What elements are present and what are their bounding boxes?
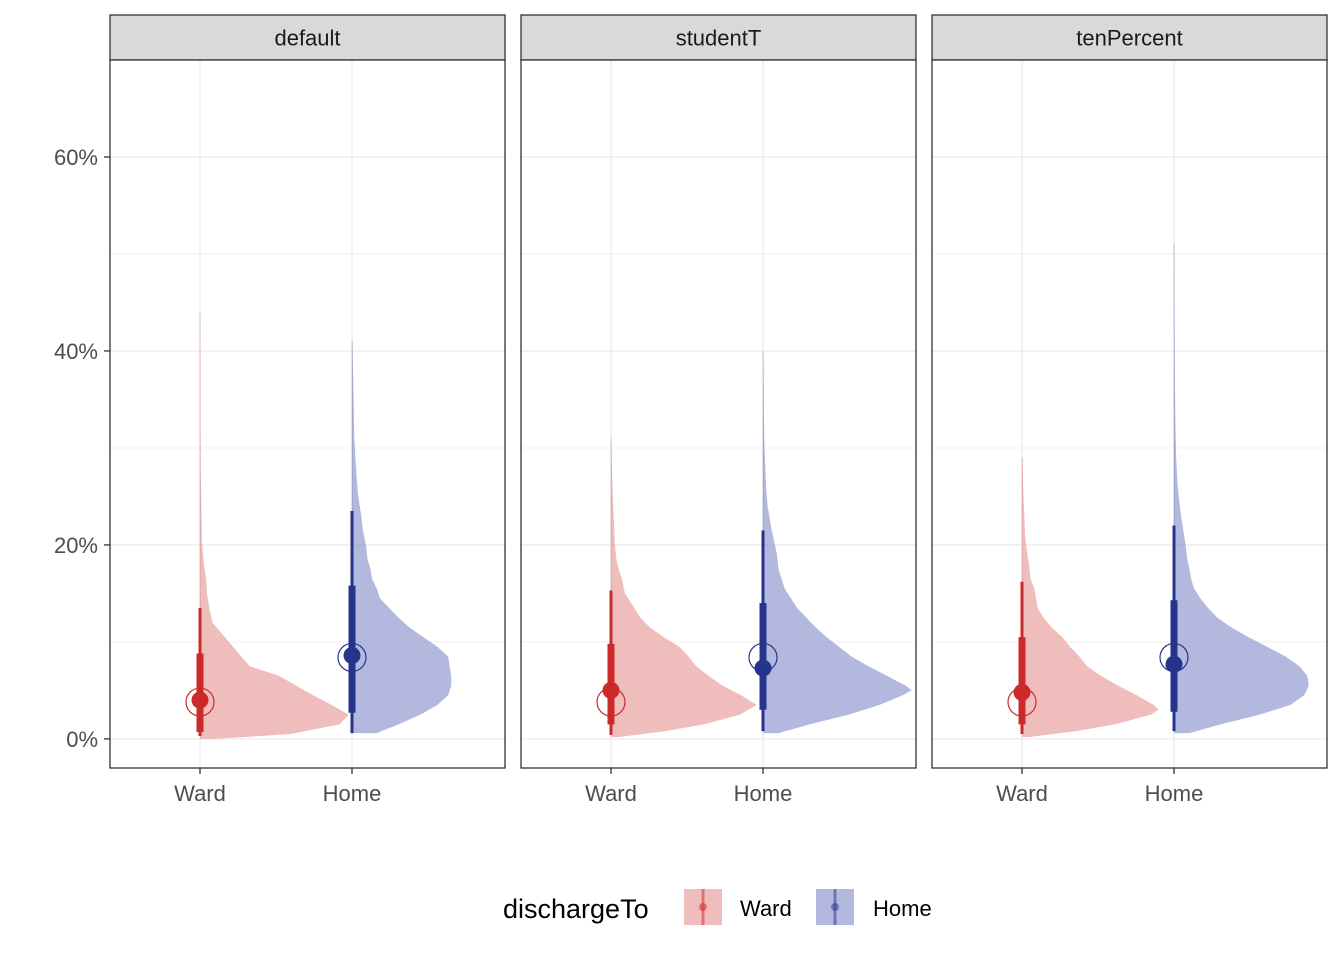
strip-background bbox=[931, 14, 1328, 61]
x-tick-label: Ward bbox=[174, 781, 226, 806]
median-point bbox=[602, 681, 620, 699]
median-point bbox=[343, 646, 361, 664]
series-ward bbox=[185, 312, 349, 739]
median-point bbox=[191, 691, 209, 709]
panel-studentT: studentT Ward Home bbox=[520, 14, 917, 806]
legend-title: dischargeTo bbox=[503, 894, 649, 924]
legend: dischargeTo Ward Home bbox=[503, 889, 932, 925]
density-ward bbox=[1022, 457, 1159, 737]
panel-border bbox=[520, 59, 917, 769]
y-tick-label: 0% bbox=[66, 727, 98, 752]
panel-default: default Ward Home bbox=[109, 14, 506, 806]
x-tick-label: Home bbox=[734, 781, 793, 806]
density-ward bbox=[611, 438, 757, 737]
observed-marker bbox=[1007, 687, 1037, 717]
y-tick-label: 60% bbox=[54, 145, 98, 170]
panel-background bbox=[521, 60, 916, 768]
series-ward bbox=[1007, 457, 1159, 737]
strip-background bbox=[109, 14, 506, 61]
median-point bbox=[1013, 683, 1031, 701]
density-home bbox=[763, 350, 912, 734]
panel-tenPercent: tenPercent Ward Home bbox=[931, 14, 1328, 806]
observed-marker bbox=[596, 687, 626, 717]
x-axis: Ward Home bbox=[996, 768, 1203, 806]
x-tick-label: Home bbox=[1145, 781, 1204, 806]
observed-marker bbox=[1159, 642, 1189, 673]
series-home bbox=[1159, 244, 1309, 734]
density-ward bbox=[200, 312, 349, 739]
strip-label: default bbox=[274, 26, 340, 51]
x-tick-label: Ward bbox=[996, 781, 1048, 806]
legend-entry-ward: Ward bbox=[684, 889, 792, 925]
x-axis: Ward Home bbox=[174, 768, 381, 806]
panel-border bbox=[931, 59, 1328, 769]
density-home bbox=[352, 341, 452, 734]
density-home bbox=[1174, 244, 1309, 734]
series-home bbox=[748, 350, 912, 734]
strip-label: tenPercent bbox=[1076, 26, 1182, 51]
y-tick-label: 20% bbox=[54, 533, 98, 558]
observed-marker bbox=[337, 642, 367, 673]
series-home bbox=[337, 341, 452, 734]
x-tick-label: Ward bbox=[585, 781, 637, 806]
series-ward bbox=[596, 438, 757, 737]
median-point bbox=[1165, 655, 1183, 673]
legend-key-point bbox=[699, 903, 707, 911]
observed-marker bbox=[748, 642, 778, 673]
panel-border bbox=[109, 59, 506, 769]
legend-entry-home: Home bbox=[816, 889, 932, 925]
x-tick-label: Home bbox=[323, 781, 382, 806]
legend-label: Ward bbox=[740, 896, 792, 921]
x-axis: Ward Home bbox=[585, 768, 792, 806]
y-tick-label: 40% bbox=[54, 339, 98, 364]
legend-label: Home bbox=[873, 896, 932, 921]
observed-marker bbox=[185, 687, 215, 717]
median-point bbox=[754, 659, 772, 677]
legend-key-point bbox=[831, 903, 839, 911]
strip-label: studentT bbox=[676, 26, 762, 51]
y-axis: 0% 20% 40% 60% bbox=[54, 145, 110, 752]
